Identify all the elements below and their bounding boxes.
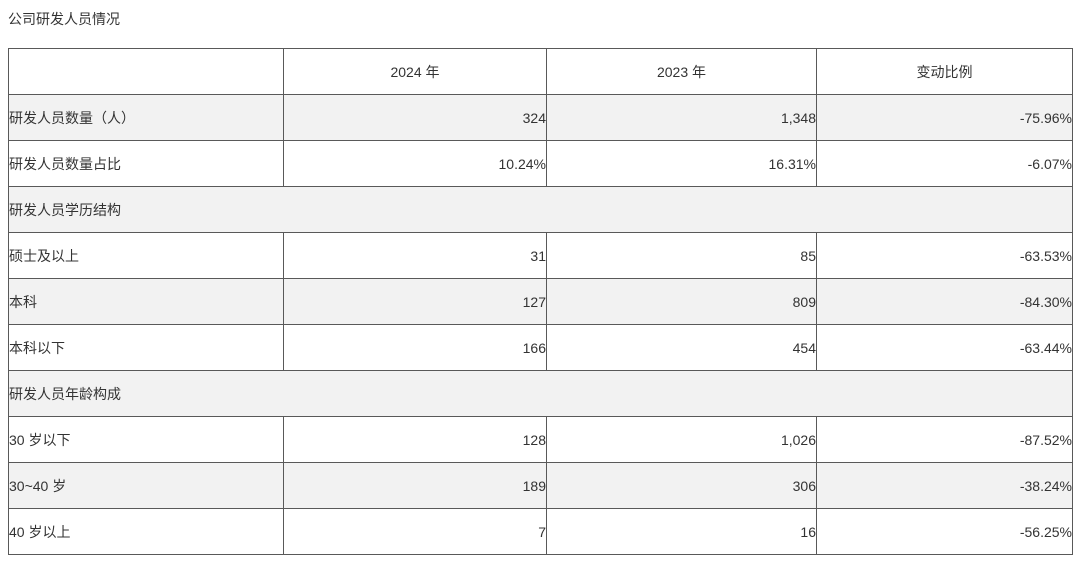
value-2024: 324	[283, 94, 547, 141]
value-2024: 189	[283, 462, 547, 509]
rd-personnel-table: 2024 年 2023 年 变动比例 研发人员数量（人） 324 1,348 -…	[8, 48, 1073, 555]
value-2023: 85	[546, 232, 817, 279]
value-change: -87.52%	[816, 416, 1073, 463]
col-header-2023: 2023 年	[546, 48, 817, 95]
table-row: 本科 127 809 -84.30%	[8, 278, 1073, 325]
value-2024: 10.24%	[283, 140, 547, 187]
header-row: 2024 年 2023 年 变动比例	[8, 48, 1073, 95]
row-label: 30~40 岁	[8, 462, 284, 509]
value-change: -38.24%	[816, 462, 1073, 509]
value-change: -75.96%	[816, 94, 1073, 141]
section-label: 研发人员学历结构	[8, 186, 1073, 233]
table-row: 硕士及以上 31 85 -63.53%	[8, 232, 1073, 279]
corner-header-cell	[8, 48, 284, 95]
row-label: 本科以下	[8, 324, 284, 371]
value-change: -63.53%	[816, 232, 1073, 279]
col-header-2024: 2024 年	[283, 48, 547, 95]
value-2023: 454	[546, 324, 817, 371]
value-2023: 809	[546, 278, 817, 325]
table-row: 30~40 岁 189 306 -38.24%	[8, 462, 1073, 509]
value-change: -84.30%	[816, 278, 1073, 325]
value-change: -6.07%	[816, 140, 1073, 187]
section-row: 研发人员年龄构成	[8, 370, 1073, 417]
section-label: 研发人员年龄构成	[8, 370, 1073, 417]
table-row: 研发人员数量占比 10.24% 16.31% -6.07%	[8, 140, 1073, 187]
table-row: 40 岁以上 7 16 -56.25%	[8, 508, 1073, 555]
value-2024: 127	[283, 278, 547, 325]
value-2023: 16.31%	[546, 140, 817, 187]
value-2024: 128	[283, 416, 547, 463]
table-row: 本科以下 166 454 -63.44%	[8, 324, 1073, 371]
value-2023: 1,026	[546, 416, 817, 463]
value-2023: 1,348	[546, 94, 817, 141]
row-label: 研发人员数量（人）	[8, 94, 284, 141]
value-2023: 306	[546, 462, 817, 509]
section-row: 研发人员学历结构	[8, 186, 1073, 233]
col-header-change: 变动比例	[816, 48, 1073, 95]
row-label: 本科	[8, 278, 284, 325]
table-row: 研发人员数量（人） 324 1,348 -75.96%	[8, 94, 1073, 141]
row-label: 研发人员数量占比	[8, 140, 284, 187]
value-2024: 31	[283, 232, 547, 279]
value-change: -63.44%	[816, 324, 1073, 371]
value-change: -56.25%	[816, 508, 1073, 555]
page-title: 公司研发人员情况	[8, 11, 120, 27]
value-2024: 166	[283, 324, 547, 371]
row-label: 30 岁以下	[8, 416, 284, 463]
row-label: 40 岁以上	[8, 508, 284, 555]
value-2023: 16	[546, 508, 817, 555]
value-2024: 7	[283, 508, 547, 555]
row-label: 硕士及以上	[8, 232, 284, 279]
table-row: 30 岁以下 128 1,026 -87.52%	[8, 416, 1073, 463]
